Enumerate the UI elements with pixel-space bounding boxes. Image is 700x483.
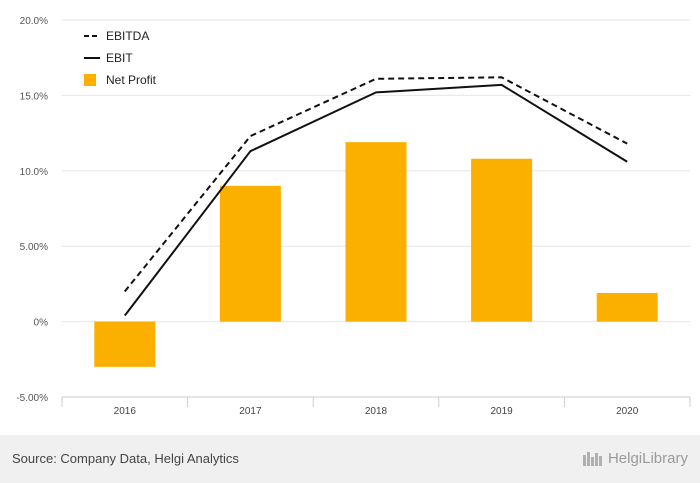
x-tick-label: 2018 <box>365 406 388 417</box>
y-tick-label: 5.00% <box>20 242 48 253</box>
chart: -5.00%0%5.00%10.0%15.0%20.0% 2016 2017 201… <box>16 16 691 417</box>
brand-logo[interactable]: HelgiLibrary <box>582 449 688 467</box>
legend-label: Net Profit <box>106 73 157 87</box>
line-series <box>124 76 628 317</box>
x-tick-label: 2019 <box>490 406 513 417</box>
y-axis-ticks: -5.00% 0% 5.00% 10.0% 15.0% 20.0% <box>16 16 48 404</box>
legend-label: EBIT <box>106 51 133 65</box>
library-icon <box>582 452 602 466</box>
legend-swatch <box>84 74 96 86</box>
ebitda-line <box>124 76 628 293</box>
y-tick-label: 15.0% <box>20 91 48 102</box>
brand-name: HelgiLibrary <box>607 449 688 467</box>
net-profit-bar <box>94 321 156 367</box>
x-axis: 2016 2017 2018 2019 2020 <box>61 396 691 417</box>
x-tick-label: 2020 <box>616 406 639 417</box>
net-profit-bar <box>219 185 281 322</box>
y-tick-label: 10.0% <box>20 167 48 178</box>
y-tick-label: 0% <box>34 318 49 329</box>
x-tick-label: 2017 <box>239 406 262 417</box>
footer: Source: Company Data, Helgi Analytics He… <box>0 435 700 483</box>
legend-label: EBITDA <box>106 29 149 43</box>
net-profit-bar <box>471 158 533 322</box>
source-text: Source: Company Data, Helgi Analytics <box>12 451 239 466</box>
net-profit-bars <box>94 142 658 367</box>
net-profit-bar <box>345 142 407 322</box>
ebit-line <box>124 83 628 317</box>
net-profit-bar <box>596 292 658 322</box>
legend[interactable]: EBITDA EBIT Net Profit <box>84 29 157 87</box>
y-tick-label: -5.00% <box>16 393 48 404</box>
y-tick-label: 20.0% <box>20 16 48 27</box>
x-tick-label: 2016 <box>114 406 137 417</box>
